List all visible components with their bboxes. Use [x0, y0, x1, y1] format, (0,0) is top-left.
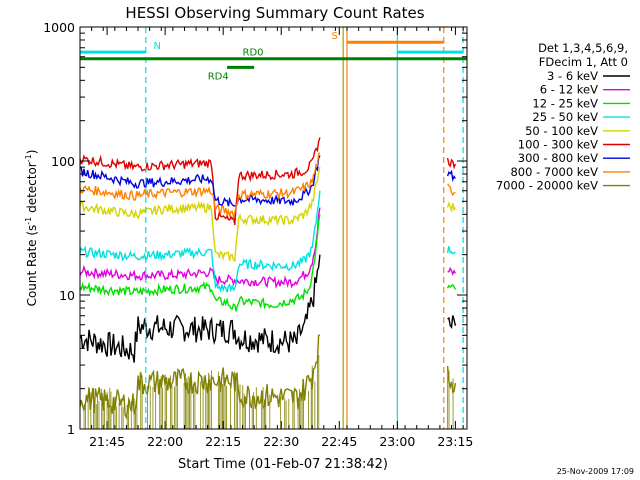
y-tick-label-2: 100 — [51, 154, 75, 169]
legend-label-4: 50 - 100 keV — [525, 124, 598, 138]
state-bar-label-0: N — [154, 41, 161, 52]
x-tick-label-3: 22:30 — [263, 434, 299, 449]
legend-header-2: FDecim 1, Att 0 — [539, 55, 628, 69]
y-axis-label: Count Rate (s-1 detector-1) — [24, 150, 39, 307]
series-line-6-seg-1 — [446, 169, 456, 183]
legend-label-1: 6 - 12 keV — [540, 83, 598, 97]
series-line-0-seg-0 — [79, 254, 321, 363]
plot-frame — [79, 26, 468, 430]
series-line-1-seg-0 — [79, 207, 321, 289]
legend-label-8: 7000 - 20000 keV — [496, 179, 598, 193]
series-line-7-seg-0 — [79, 152, 321, 220]
state-bar-label-2: RD4 — [208, 71, 229, 82]
plot-area — [80, 27, 467, 429]
series-line-2-seg-0 — [79, 214, 321, 312]
legend-label-7: 800 - 7000 keV — [510, 165, 598, 179]
x-axis-label: Start Time (01-Feb-07 21:38:42) — [178, 457, 388, 472]
axes-layer: 1 10 100 1000 21:45 22:00 22:15 22:30 22:45 23:00… — [43, 20, 473, 449]
series-line-2-seg-1 — [446, 283, 457, 290]
series-line-6-seg-0 — [79, 155, 321, 208]
y-tick-label-1: 10 — [59, 288, 75, 303]
state-bar-label-1: RD0 — [243, 48, 264, 59]
footer-timestamp: 25-Nov-2009 17:09 — [557, 467, 634, 476]
x-tick-label-5: 23:00 — [379, 434, 415, 449]
series-line-4-seg-1 — [446, 201, 457, 213]
legend: Det 1,3,4,5,6,9, FDecim 1, Att 0 3 - 6 k… — [496, 41, 630, 193]
x-tick-label-2: 22:15 — [205, 434, 241, 449]
chart-title: HESSI Observing Summary Count Rates — [125, 4, 424, 22]
y-tick-label-0: 1 — [67, 422, 75, 437]
legend-label-3: 25 - 50 keV — [532, 110, 598, 124]
legend-label-6: 300 - 800 keV — [518, 151, 598, 165]
legend-label-0: 3 - 6 keV — [547, 69, 598, 83]
y-tick-label-3: 1000 — [43, 20, 75, 35]
legend-label-5: 100 - 300 keV — [518, 138, 598, 152]
x-tick-label-0: 21:45 — [89, 434, 125, 449]
plot-background — [80, 27, 467, 429]
series-layer — [79, 137, 457, 429]
x-tick-label-6: 23:15 — [437, 434, 473, 449]
legend-label-2: 12 - 25 keV — [532, 96, 598, 110]
state-bar-label-3: S — [332, 31, 338, 42]
series-line-4-seg-0 — [79, 166, 321, 263]
series-line-3-seg-0 — [79, 190, 321, 294]
overlay-layer: N RD0 RD4 S — [80, 27, 467, 429]
series-line-8-seg-0 — [79, 334, 320, 420]
legend-header-1: Det 1,3,4,5,6,9, — [538, 41, 628, 55]
series-line-5-seg-0 — [79, 137, 321, 226]
x-tick-label-4: 22:45 — [321, 434, 357, 449]
x-tick-label-1: 22:00 — [147, 434, 183, 449]
series-line-5-seg-1 — [446, 157, 457, 170]
series-line-0-seg-1 — [447, 315, 457, 329]
series-line-1-seg-1 — [447, 266, 457, 277]
series-line-3-seg-1 — [446, 245, 456, 255]
series-line-7-seg-1 — [447, 183, 456, 197]
